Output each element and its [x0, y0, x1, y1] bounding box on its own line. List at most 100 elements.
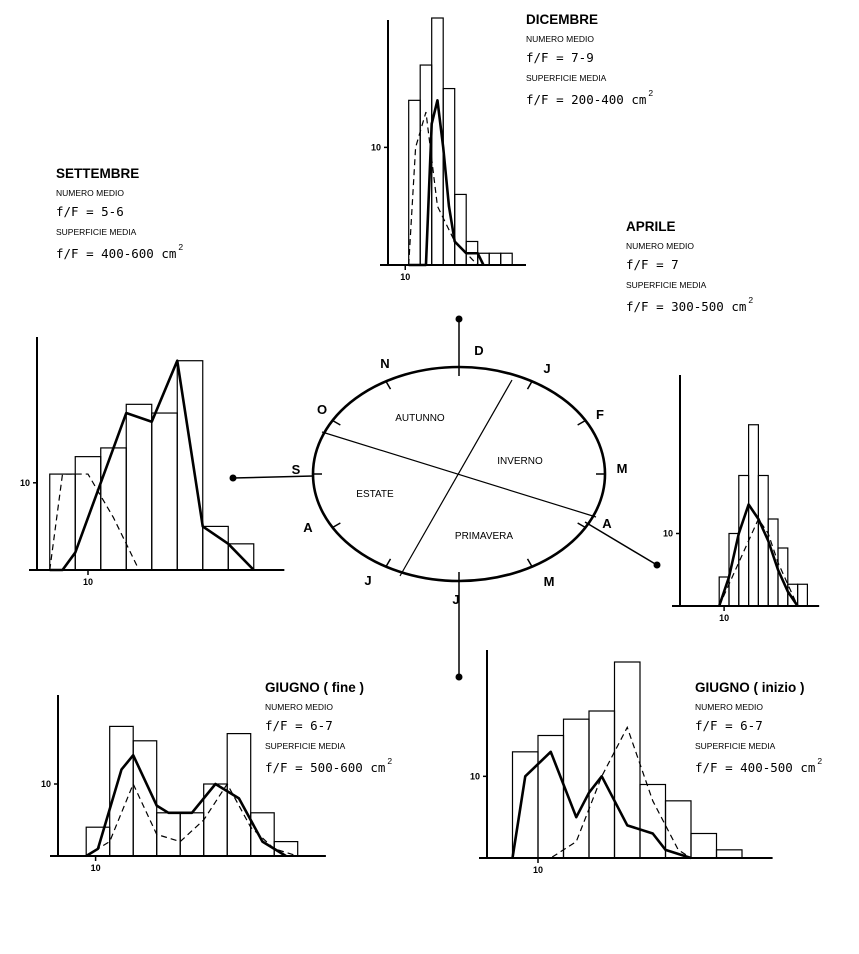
panel-title-settembre: SETTEMBRE [56, 166, 139, 181]
bar-giugno_inizio-7 [690, 832, 718, 859]
dashed-series-dicembre [408, 111, 479, 266]
sup-value-dicembre: f/F = 200-400 cm [526, 92, 646, 107]
sup-label-settembre: SUPERFICIE MEDIA [56, 227, 137, 237]
month-label-5: M [544, 574, 555, 589]
month-label-4: A [602, 516, 612, 531]
panel-title-aprile: APRILE [626, 219, 676, 234]
sup-value-giugno_inizio: f/F = 400-500 cm [695, 760, 815, 775]
season-label-autunno: AUTUNNO [395, 413, 445, 424]
num-label-giugno_fine: NUMERO MEDIO [265, 702, 333, 712]
month-tick-7 [385, 558, 392, 568]
month-tick-11 [385, 380, 392, 390]
month-label-3: M [617, 461, 628, 476]
sup-label-aprile: SUPERFICIE MEDIA [626, 280, 707, 290]
connector-dot-dicembre [455, 315, 463, 323]
bar-aprile-2 [738, 474, 750, 607]
num-value-giugno_inizio: f/F = 6-7 [695, 718, 763, 733]
bar-giugno_fine-2 [132, 740, 158, 857]
x-tick-label: 10 [400, 272, 410, 282]
bar-giugno_fine-4 [179, 812, 205, 857]
solid-series-aprile [717, 503, 799, 607]
month-tick-5 [526, 558, 533, 568]
month-tick-10 [332, 419, 341, 426]
bar-giugno_inizio-6 [664, 800, 692, 859]
y-tick-label: 10 [470, 771, 480, 781]
bar-dicembre-8 [500, 252, 513, 266]
x-tick-label: 10 [719, 613, 729, 623]
season-label-estate: ESTATE [356, 489, 394, 500]
num-value-giugno_fine: f/F = 6-7 [265, 718, 333, 733]
num-label-settembre: NUMERO MEDIO [56, 188, 124, 198]
solid-series-settembre [49, 359, 255, 572]
month-label-11: N [380, 356, 389, 371]
bar-dicembre-3 [442, 87, 456, 266]
bar-giugno_inizio-3 [588, 710, 616, 859]
num-value-dicembre: f/F = 7-9 [526, 50, 594, 65]
connector-dot-aprile [653, 561, 661, 569]
x-tick-label: 10 [83, 577, 93, 587]
bar-giugno_fine-3 [156, 812, 181, 857]
month-tick-2 [577, 419, 586, 426]
bar-settembre-4 [151, 412, 178, 571]
bar-giugno_inizio-2 [562, 718, 590, 859]
num-label-aprile: NUMERO MEDIO [626, 241, 694, 251]
month-label-10: O [317, 402, 327, 417]
dashed-series-settembre [49, 473, 140, 571]
season-label-inverno: INVERNO [497, 456, 543, 467]
y-tick-label: 10 [41, 779, 51, 789]
dashed-series-giugno_inizio [512, 725, 692, 859]
bar-giugno_inizio-4 [613, 661, 641, 859]
num-value-settembre: f/F = 5-6 [56, 204, 124, 219]
bar-aprile-4 [757, 474, 769, 607]
y-tick-label: 10 [371, 142, 381, 152]
sup-label-dicembre: SUPERFICIE MEDIA [526, 73, 607, 83]
num-label-dicembre: NUMERO MEDIO [526, 34, 594, 44]
month-label-6: J [452, 592, 459, 607]
month-label-0: D [474, 343, 483, 358]
bar-aprile-8 [796, 583, 808, 607]
panel-title-dicembre: DICEMBRE [526, 12, 598, 27]
sup-label-giugno_inizio: SUPERFICIE MEDIA [695, 741, 776, 751]
dashed-series-giugno_fine [85, 782, 298, 857]
chart-dicembre: 10 10 [371, 17, 526, 282]
month-tick-8 [332, 522, 341, 529]
sup-value-aprile: f/F = 300-500 cm [626, 299, 746, 314]
bar-settembre-5 [176, 360, 204, 571]
chart-aprile: 10 10 [663, 375, 820, 623]
chart-settembre: 10 10 [20, 337, 285, 587]
month-tick-1 [526, 380, 533, 390]
month-label-1: J [543, 361, 550, 376]
panel-title-giugno_inizio: GIUGNO ( inizio ) [695, 680, 805, 695]
bar-settembre-6 [202, 525, 229, 571]
chart-giugno_fine: 10 10 [41, 695, 326, 873]
bar-giugno_fine-8 [273, 840, 299, 857]
connector-settembre [232, 475, 314, 479]
bar-dicembre-4 [454, 193, 467, 266]
solid-series-dicembre [408, 99, 485, 267]
x-tick-label: 10 [91, 863, 101, 873]
panel-title-giugno_fine: GIUGNO ( fine ) [265, 680, 364, 695]
sup-exp-settembre: 2 [178, 242, 183, 252]
num-label-giugno_inizio: NUMERO MEDIO [695, 702, 763, 712]
chart-giugno_inizio: 10 10 [470, 650, 773, 875]
solid-series-giugno_fine [85, 753, 287, 858]
divider-line-2 [399, 379, 513, 577]
season-label-primavera: PRIMAVERA [455, 531, 513, 542]
month-label-2: F [596, 407, 604, 422]
sup-value-settembre: f/F = 400-600 cm [56, 246, 176, 261]
sup-exp-aprile: 2 [748, 295, 753, 305]
bar-aprile-6 [777, 547, 789, 607]
connector-dot-giugno [455, 673, 463, 681]
bar-giugno_fine-6 [226, 732, 252, 857]
sup-exp-dicembre: 2 [648, 88, 653, 98]
bar-giugno_fine-0 [85, 826, 111, 857]
bar-dicembre-7 [488, 252, 502, 266]
connector-aprile [584, 521, 658, 566]
y-tick-label: 10 [20, 478, 30, 488]
connector-dot-settembre [229, 474, 237, 482]
sup-value-giugno_fine: f/F = 500-600 cm [265, 760, 385, 775]
season-wheel: D J F M A M J J A S O N AUTUNNO INVERNO ESTATE PRIMAVER… [229, 315, 661, 681]
bar-giugno_fine-7 [250, 812, 275, 857]
